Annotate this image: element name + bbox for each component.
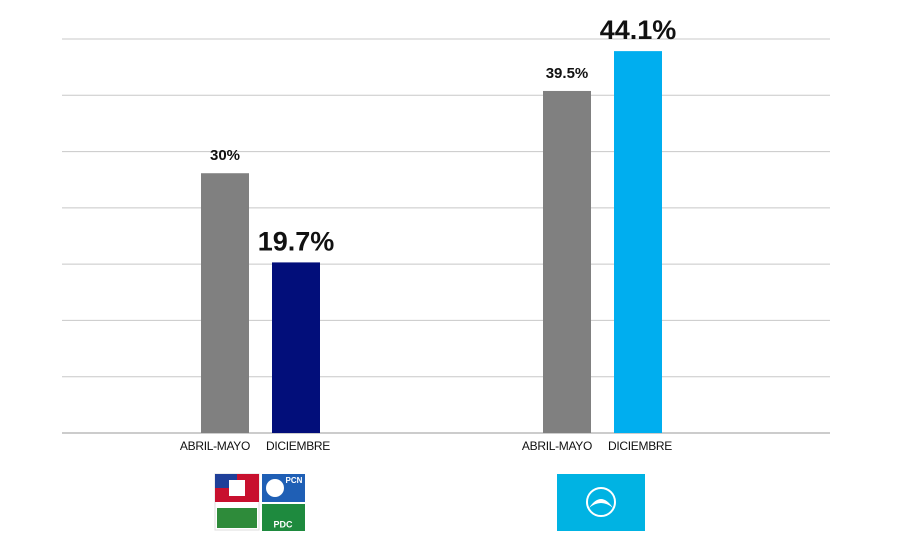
left-logo: PCN PDC <box>214 473 305 531</box>
x-tick-label: DICIEMBRE <box>266 439 330 453</box>
bar <box>201 173 249 433</box>
logo-block <box>217 508 257 528</box>
x-tick-label: ABRIL-MAYO <box>180 439 250 453</box>
bar <box>543 90 591 433</box>
logo-emblem <box>266 479 284 497</box>
logo-bird <box>589 499 613 508</box>
value-label: 30% <box>210 147 240 164</box>
bar <box>614 51 662 433</box>
logo-cross <box>229 480 245 496</box>
logo-block <box>262 504 305 531</box>
value-label: 39.5% <box>546 65 589 82</box>
x-tick-label: ABRIL-MAYO <box>522 439 592 453</box>
right-logo <box>557 474 645 531</box>
logo-text: PDC <box>273 519 293 529</box>
x-tick-label: DICIEMBRE <box>608 439 672 453</box>
value-label: 19.7% <box>258 227 335 257</box>
logo-emblem <box>586 487 616 517</box>
value-label: 44.1% <box>600 15 677 45</box>
logo-text: PCN <box>286 476 303 485</box>
bar <box>272 262 320 433</box>
